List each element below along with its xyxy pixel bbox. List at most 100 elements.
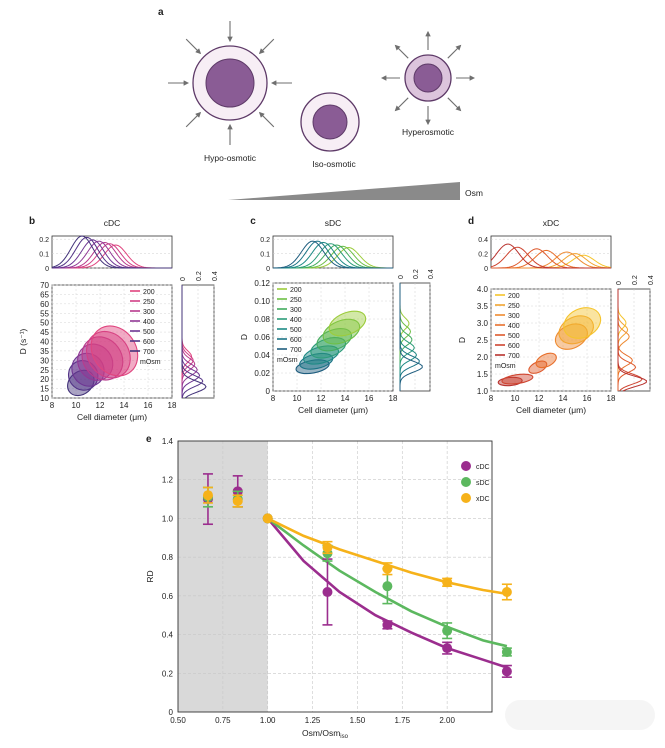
e-ytick: 0.8 bbox=[162, 553, 174, 562]
ellipse-600 bbox=[501, 373, 534, 385]
top-histogram: 0 0.1 0.2 bbox=[39, 235, 173, 273]
panel-c: c sDC 0 0.1 0.2 0 0.2 0.4 8 10 12 14 16 18 0 0.02 0.04 0.… bbox=[239, 216, 435, 415]
legend-label-250: 250 bbox=[290, 297, 302, 304]
point-xDC bbox=[232, 496, 243, 507]
e-xtick: 0.75 bbox=[215, 716, 231, 725]
top-hist-ytick: 0.2 bbox=[39, 237, 49, 244]
top-hist-curve-700 bbox=[272, 240, 393, 269]
right-histogram: 0 0.2 0.4 bbox=[616, 275, 655, 392]
top-hist-ytick: 0 bbox=[266, 266, 270, 273]
x-axis-label: Cell diameter (μm) bbox=[298, 405, 368, 415]
inward-arrow bbox=[185, 111, 202, 128]
main-ytick: 25 bbox=[40, 366, 49, 375]
legend-label-sDC: sDC bbox=[476, 480, 490, 487]
point-sDC bbox=[442, 625, 453, 636]
top-hist-curve-700 bbox=[490, 243, 611, 269]
top-hist-curve-250 bbox=[491, 253, 611, 269]
top-hist-ytick: 0.2 bbox=[260, 237, 270, 244]
hyperosmotic-label: Hyperosmotic bbox=[402, 127, 455, 137]
panel-b-letter: b bbox=[29, 216, 35, 227]
legend-label-500: 500 bbox=[290, 327, 302, 334]
main-xtick: 18 bbox=[168, 401, 177, 410]
main-ytick: 3.5 bbox=[477, 302, 489, 311]
top-hist-frame bbox=[51, 235, 173, 269]
legend-label-400: 400 bbox=[508, 323, 520, 330]
top-hist-ytick: 0.4 bbox=[478, 237, 488, 244]
ellipse-600 bbox=[67, 360, 99, 391]
top-hist-curve-250 bbox=[273, 245, 393, 269]
fit-line-xDC bbox=[267, 517, 508, 596]
e-x-axis-label-main: Osm/Osm bbox=[302, 728, 340, 738]
panel-e-letter: e bbox=[146, 434, 152, 445]
e-x-axis-label-sub: iso bbox=[340, 734, 348, 740]
top-hist-ytick: 0.1 bbox=[39, 252, 49, 259]
main-ytick: 3.0 bbox=[477, 319, 489, 328]
main-xtick: 14 bbox=[341, 394, 350, 403]
legend-label-200: 200 bbox=[143, 289, 155, 296]
main-xtick: 18 bbox=[389, 394, 398, 403]
legend-label-xDC: xDC bbox=[476, 496, 490, 503]
panel-d: d xDC 0 0.2 0.4 0 0.2 0.4 8 10 12 14 16 18 1.0 1.5 2.0 2.… bbox=[457, 216, 655, 415]
top-hist-ytick: 0.2 bbox=[478, 252, 488, 259]
main-ytick: 35 bbox=[40, 347, 49, 356]
ellipse-200 bbox=[90, 325, 139, 377]
legend-label-200: 200 bbox=[508, 293, 520, 300]
legend-label-700: 700 bbox=[143, 349, 155, 356]
right-hist-xtick: 0 bbox=[616, 281, 623, 285]
main-scatter: 8 10 12 14 16 18 1.0 1.5 2.0 2.5 3.0 3.5 4.0 200 250 30… bbox=[477, 285, 616, 403]
top-hist-curve-600 bbox=[490, 246, 611, 269]
right-hist-xtick: 0.4 bbox=[648, 275, 655, 285]
point-xDC bbox=[382, 563, 393, 574]
e-ytick: 0 bbox=[169, 708, 174, 717]
main-ytick: 0.10 bbox=[254, 297, 270, 306]
legend-label-300: 300 bbox=[290, 307, 302, 314]
legend-label-250: 250 bbox=[143, 299, 155, 306]
hypo-inward-arrows bbox=[168, 21, 292, 145]
point-cDC bbox=[501, 666, 512, 677]
main-ytick: 2.5 bbox=[477, 336, 489, 345]
hypo-cell-nucleus bbox=[205, 58, 255, 108]
main-xtick: 10 bbox=[293, 394, 302, 403]
legend-title: mOsm bbox=[277, 357, 298, 364]
e-y-axis-label: RD bbox=[145, 570, 155, 582]
legend-marker-xDC bbox=[461, 493, 471, 503]
top-hist-curve-400 bbox=[52, 240, 172, 269]
right-hist-curve-400 bbox=[617, 289, 633, 391]
main-ytick: 1.5 bbox=[477, 370, 489, 379]
legend-label-500: 500 bbox=[143, 329, 155, 336]
osm-label: Osm bbox=[465, 188, 483, 198]
main-ytick: 0.12 bbox=[254, 279, 270, 288]
e-ytick: 0.4 bbox=[162, 631, 174, 640]
right-hist-curve-600 bbox=[399, 283, 420, 391]
right-hist-curve-700 bbox=[399, 283, 423, 391]
legend-label-600: 600 bbox=[508, 343, 520, 350]
e-xtick: 2.00 bbox=[439, 716, 455, 725]
ellipse-200 bbox=[563, 307, 602, 339]
point-sDC bbox=[382, 581, 393, 592]
legend-label-200: 200 bbox=[290, 287, 302, 294]
e-ytick: 0.2 bbox=[162, 669, 174, 678]
main-xtick: 8 bbox=[50, 401, 55, 410]
main-ytick: 40 bbox=[40, 338, 49, 347]
main-xtick: 10 bbox=[511, 394, 520, 403]
y-axis-label: D bbox=[239, 334, 249, 340]
legend-label-600: 600 bbox=[290, 337, 302, 344]
main-ytick: 45 bbox=[40, 328, 49, 337]
main-ytick: 15 bbox=[40, 385, 49, 394]
legend-label-300: 300 bbox=[143, 309, 155, 316]
main-xtick: 18 bbox=[607, 394, 616, 403]
legend: 200 250 300 400 500 600 700 mOsm bbox=[277, 287, 302, 364]
iso-cell-nucleus bbox=[312, 104, 348, 140]
panel-a-letter: a bbox=[158, 7, 164, 18]
inward-arrow bbox=[185, 38, 202, 55]
y-axis-label: D bbox=[457, 337, 467, 343]
right-hist-curve-400 bbox=[181, 285, 198, 398]
legend-label-700: 700 bbox=[290, 347, 302, 354]
point-sDC bbox=[501, 646, 512, 657]
iso-osmotic-label: Iso-osmotic bbox=[312, 159, 356, 169]
right-hist-xtick: 0 bbox=[180, 277, 187, 281]
e-xtick: 1.75 bbox=[394, 716, 410, 725]
legend-label-400: 400 bbox=[143, 319, 155, 326]
inward-arrow bbox=[258, 38, 275, 55]
